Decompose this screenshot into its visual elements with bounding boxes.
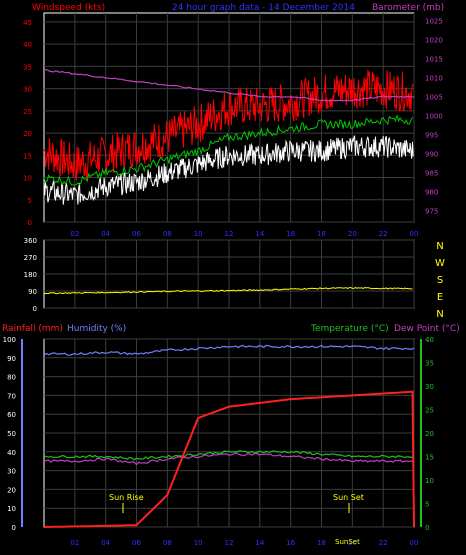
- dewpoint-line: [43, 452, 415, 466]
- rainfall-line: [44, 390, 415, 528]
- rain-y-tick-label: 80: [7, 374, 16, 382]
- wind-x-tick-label: 06: [132, 230, 141, 238]
- rain-y-tick-label: 20: [7, 486, 16, 494]
- direction-y-tick-label: 0: [33, 305, 37, 313]
- wind-y-tick-label: 15: [23, 152, 32, 160]
- rain-y-tick-label: 40: [7, 449, 16, 457]
- wind-gust-line: [43, 69, 414, 181]
- rain-x-tick-label: 06: [132, 539, 141, 547]
- wind-average-line: [43, 134, 414, 205]
- barometer-y-tick-label: 995: [425, 132, 438, 140]
- sunset-label: Sun Set: [333, 493, 364, 502]
- barometer-y-tick-label: 1000: [425, 113, 443, 121]
- temperature-y-tick-label: 20: [425, 430, 434, 438]
- wind-y-tick-label: 45: [23, 19, 32, 27]
- wind-y-tick-label: 10: [23, 175, 32, 183]
- temperature-y-tick-label: 25: [425, 407, 434, 415]
- temperature-y-tick-label: 10: [425, 477, 434, 485]
- direction-y-tick-label: 180: [24, 271, 37, 279]
- temperature-y-tick-label: 40: [425, 336, 434, 344]
- dewpoint-label: Dew Point (°C): [394, 324, 460, 334]
- wind-x-tick-label: 12: [225, 230, 234, 238]
- rain-x-tick-label: 10: [194, 539, 203, 547]
- temperature-y-tick-label: 35: [425, 360, 434, 368]
- barometer-y-tick-label: 985: [425, 170, 438, 178]
- temperature-line: [43, 450, 415, 461]
- rain-x-tick-label: 04: [101, 539, 110, 547]
- direction-letter-label: S: [437, 275, 443, 286]
- rain-y-tick-label: 50: [7, 430, 16, 438]
- direction-letter-label: E: [437, 292, 443, 303]
- rain-y-tick-label: 90: [7, 355, 16, 363]
- direction-letter-label: W: [435, 258, 445, 269]
- wind-x-tick-label: 16: [286, 230, 295, 238]
- humidity-line: [43, 344, 415, 356]
- direction-letter-label: N: [436, 241, 443, 252]
- wind-x-tick-label: 14: [255, 230, 264, 238]
- wind-y-tick-label: 5: [28, 197, 32, 205]
- wind-x-tick-label: 22: [379, 230, 388, 238]
- rain-y-tick-label: 0: [12, 524, 16, 532]
- sunset-hint-label: SunSet: [335, 538, 360, 546]
- barometer-line: [43, 68, 415, 102]
- wind-y-tick-label: 0: [28, 219, 32, 227]
- wind-mean-line: [43, 113, 413, 186]
- rain-x-tick-label: 18: [317, 539, 326, 547]
- rain-x-tick-label: 14: [255, 539, 264, 547]
- rain-x-tick-label: 02: [70, 539, 79, 547]
- humidity-label: Humidity (%): [67, 324, 126, 334]
- temperature-y-tick-label: 30: [425, 383, 434, 391]
- chart-title: 24 hour graph data - 14 December 2014: [172, 3, 355, 13]
- wind-y-tick-label: 20: [23, 130, 32, 138]
- barometer-y-tick-label: 975: [425, 208, 438, 216]
- windspeed-label: Windspeed (kts): [32, 3, 105, 13]
- wind-y-tick-label: 25: [23, 108, 32, 116]
- wind-y-tick-label: 30: [23, 86, 32, 94]
- rain-y-tick-label: 10: [7, 505, 16, 513]
- rain-x-tick-label: 16: [286, 539, 295, 547]
- barometer-y-tick-label: 990: [425, 151, 438, 159]
- grid-lines: [21, 13, 422, 528]
- direction-letter-label: N: [436, 309, 443, 320]
- barometer-y-tick-label: 1010: [425, 75, 443, 83]
- wind-x-tick-label: 18: [317, 230, 326, 238]
- direction-y-tick-label: 270: [24, 254, 37, 262]
- wind-y-tick-label: 40: [23, 41, 32, 49]
- barometer-y-tick-label: 1025: [425, 18, 443, 26]
- wind-x-tick-label: 10: [194, 230, 203, 238]
- barometer-label: Barometer (mb): [372, 3, 444, 13]
- rain-x-tick-label: 22: [379, 539, 388, 547]
- rain-x-tick-label: 20: [348, 539, 357, 547]
- direction-y-tick-label: 360: [24, 237, 37, 245]
- rain-x-tick-label: 08: [163, 539, 172, 547]
- rain-y-tick-label: 60: [7, 411, 16, 419]
- wind-x-tick-label: 08: [163, 230, 172, 238]
- temperature-label: Temperature (°C): [310, 324, 389, 334]
- rain-x-tick-label: 00: [410, 539, 419, 547]
- barometer-y-tick-label: 1015: [425, 56, 443, 64]
- barometer-y-tick-label: 1020: [425, 37, 443, 45]
- barometer-y-tick-label: 1005: [425, 94, 443, 102]
- rainfall-label: Rainfall (mm): [2, 324, 63, 334]
- temperature-y-tick-label: 5: [425, 501, 429, 509]
- rain-x-tick-label: 12: [225, 539, 234, 547]
- wind-direction-line: [43, 287, 413, 295]
- rain-y-tick-label: 70: [7, 392, 16, 400]
- temperature-y-tick-label: 15: [425, 454, 434, 462]
- wind-x-tick-label: 00: [410, 230, 419, 238]
- series-layer: [43, 68, 415, 528]
- sunrise-label: Sun Rise: [109, 493, 144, 502]
- direction-y-tick-label: 90: [28, 288, 37, 296]
- barometer-y-tick-label: 980: [425, 189, 438, 197]
- wind-x-tick-label: 20: [348, 230, 357, 238]
- rain-y-tick-label: 30: [7, 468, 16, 476]
- wind-x-tick-label: 04: [101, 230, 110, 238]
- wind-x-tick-label: 02: [70, 230, 79, 238]
- tick-labels: 0510152025303540459759809859909951000100…: [3, 18, 445, 547]
- rain-y-tick-label: 100: [3, 336, 16, 344]
- temperature-y-tick-label: 0: [425, 524, 429, 532]
- wind-y-tick-label: 35: [23, 63, 32, 71]
